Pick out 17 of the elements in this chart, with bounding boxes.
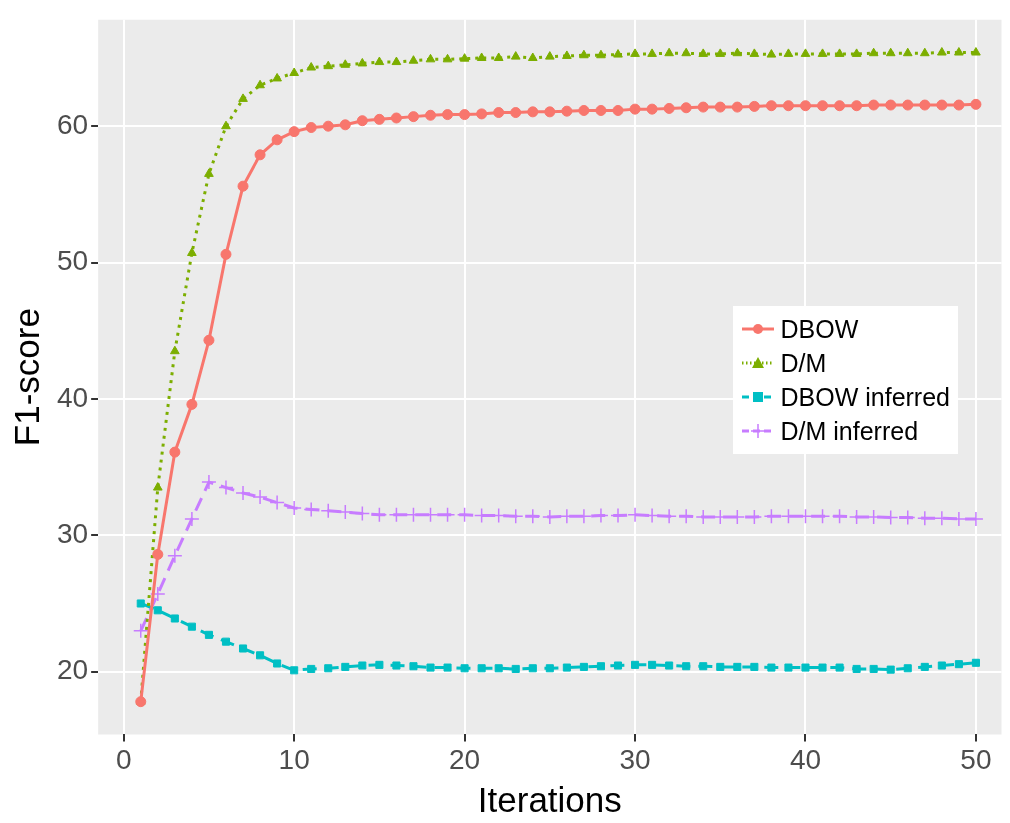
legend-label: D/M inferred <box>780 416 919 446</box>
y-tick-label: 20 <box>56 654 89 686</box>
y-tick-label: 60 <box>56 108 89 140</box>
x-tick-label: 0 <box>115 743 132 775</box>
legend-label: DBOW inferred <box>780 382 950 412</box>
x-tick-label: 30 <box>619 743 651 775</box>
x-axis-title: Iterations <box>477 779 622 819</box>
x-tick-label: 10 <box>278 743 310 775</box>
x-tick-label: 20 <box>449 743 481 775</box>
y-axis-title: F1-score <box>6 308 46 447</box>
x-tick-label: 40 <box>789 743 822 775</box>
y-tick-label: 30 <box>56 518 89 550</box>
y-tick-label: 40 <box>56 381 89 413</box>
x-tick-label: 50 <box>960 743 992 775</box>
legend-label: DBOW <box>780 314 859 344</box>
legend-label: D/M <box>780 348 827 378</box>
y-tick-label: 50 <box>56 245 89 277</box>
